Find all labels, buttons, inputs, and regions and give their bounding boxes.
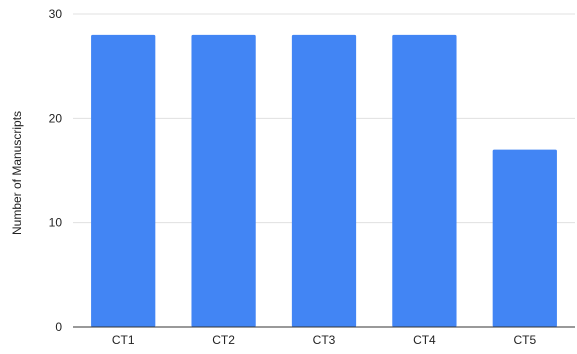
x-tick-label: CT5 <box>513 333 536 347</box>
x-tick-label: CT2 <box>212 333 235 347</box>
x-tick-labels: CT1 CT2 CT3 CT4 CT5 <box>112 333 537 347</box>
x-tick-label: CT3 <box>313 333 336 347</box>
bar-ct1[interactable] <box>91 34 156 327</box>
y-tick-label: 20 <box>49 111 63 125</box>
y-tick-labels: 0 10 20 30 <box>49 7 63 334</box>
x-tick-label: CT4 <box>413 333 436 347</box>
y-tick-label: 0 <box>55 320 62 334</box>
y-tick-label: 30 <box>49 7 63 21</box>
y-axis-title: Number of Manuscripts <box>10 111 24 235</box>
bar-ct5[interactable] <box>492 149 557 327</box>
bar-ct3[interactable] <box>291 34 357 327</box>
y-tick-label: 10 <box>49 216 63 230</box>
bar-ct4[interactable] <box>392 34 457 327</box>
bars <box>91 34 557 327</box>
bar-ct2[interactable] <box>191 34 256 327</box>
x-tick-label: CT1 <box>112 333 135 347</box>
